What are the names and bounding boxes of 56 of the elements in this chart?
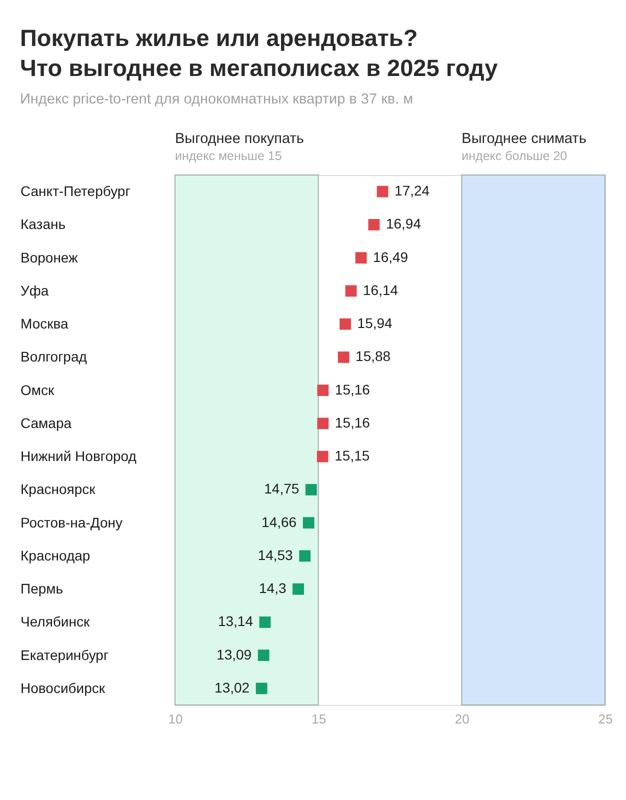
data-label: 17,24 bbox=[394, 182, 430, 199]
data-label: 15,94 bbox=[357, 315, 393, 332]
data-label: 14,3 bbox=[259, 580, 286, 596]
y-tick-label: Санкт-Петербург bbox=[20, 183, 130, 200]
data-label: 13,02 bbox=[214, 679, 250, 696]
point bbox=[299, 550, 311, 562]
x-tick-label: 20 bbox=[454, 712, 470, 726]
point bbox=[368, 218, 380, 230]
y-tick-label: Казань bbox=[20, 216, 66, 232]
x-tick-label: 25 bbox=[598, 712, 613, 726]
x-tick-label: 10 bbox=[168, 712, 183, 726]
data-label: 14,53 bbox=[258, 546, 294, 563]
data-label: 14,75 bbox=[264, 480, 300, 497]
data-label: 16,49 bbox=[373, 248, 408, 265]
data-label: 15,16 bbox=[334, 414, 370, 430]
data-label: 15,15 bbox=[334, 448, 370, 464]
x-tick-label: 15 bbox=[312, 712, 326, 726]
point bbox=[258, 650, 270, 662]
data-label: 16,14 bbox=[363, 282, 398, 298]
y-tick-label: Ростов-на-Дону bbox=[20, 514, 122, 530]
chart-title: Покупать жилье или арендовать? Что выгоднее в мегаполисах в 2025 году bbox=[20, 25, 498, 81]
point bbox=[292, 583, 304, 595]
point bbox=[355, 252, 367, 264]
point bbox=[256, 682, 268, 694]
y-tick-label: Омск bbox=[20, 382, 56, 398]
y-tick-label: Волгоград bbox=[20, 348, 87, 365]
y-tick-label: Краснодар bbox=[20, 547, 90, 564]
point bbox=[302, 517, 314, 529]
y-tick-label: Уфа bbox=[20, 282, 49, 298]
band-label: Выгоднее снимать индекс больше 20 bbox=[462, 131, 586, 163]
data-label: 16,94 bbox=[386, 216, 422, 232]
y-tick-label: Нижний Новгород bbox=[20, 448, 136, 464]
data-label: 13,09 bbox=[216, 646, 252, 662]
data-label: 15,88 bbox=[356, 348, 391, 364]
point bbox=[340, 318, 351, 330]
point bbox=[259, 616, 271, 628]
chart-subtitle: Индекс price-to-rent для однокомнатных квартир в 37 кв. м bbox=[20, 92, 414, 108]
data-label: 15,16 bbox=[334, 381, 370, 398]
y-tick-label: Пермь bbox=[20, 580, 64, 597]
data-label: 13,14 bbox=[218, 613, 254, 630]
point bbox=[376, 186, 388, 198]
y-tick-label: Красноярск bbox=[20, 481, 96, 498]
band-label: Выгоднее покупать индекс меньше 15 bbox=[175, 131, 304, 163]
point bbox=[338, 351, 350, 363]
y-tick-label: Москва bbox=[20, 316, 69, 332]
point bbox=[345, 285, 357, 297]
point bbox=[305, 484, 317, 496]
y-tick-label: Екатеринбург bbox=[20, 646, 109, 663]
y-tick-label: Челябинск bbox=[20, 614, 90, 630]
y-tick-label: Самара bbox=[20, 414, 72, 431]
data-label: 14,66 bbox=[262, 514, 297, 530]
point bbox=[317, 384, 329, 396]
y-tick-label: Воронеж bbox=[20, 249, 79, 266]
y-tick-label: Новосибирск bbox=[20, 680, 106, 696]
point bbox=[316, 450, 328, 462]
point bbox=[317, 418, 329, 430]
